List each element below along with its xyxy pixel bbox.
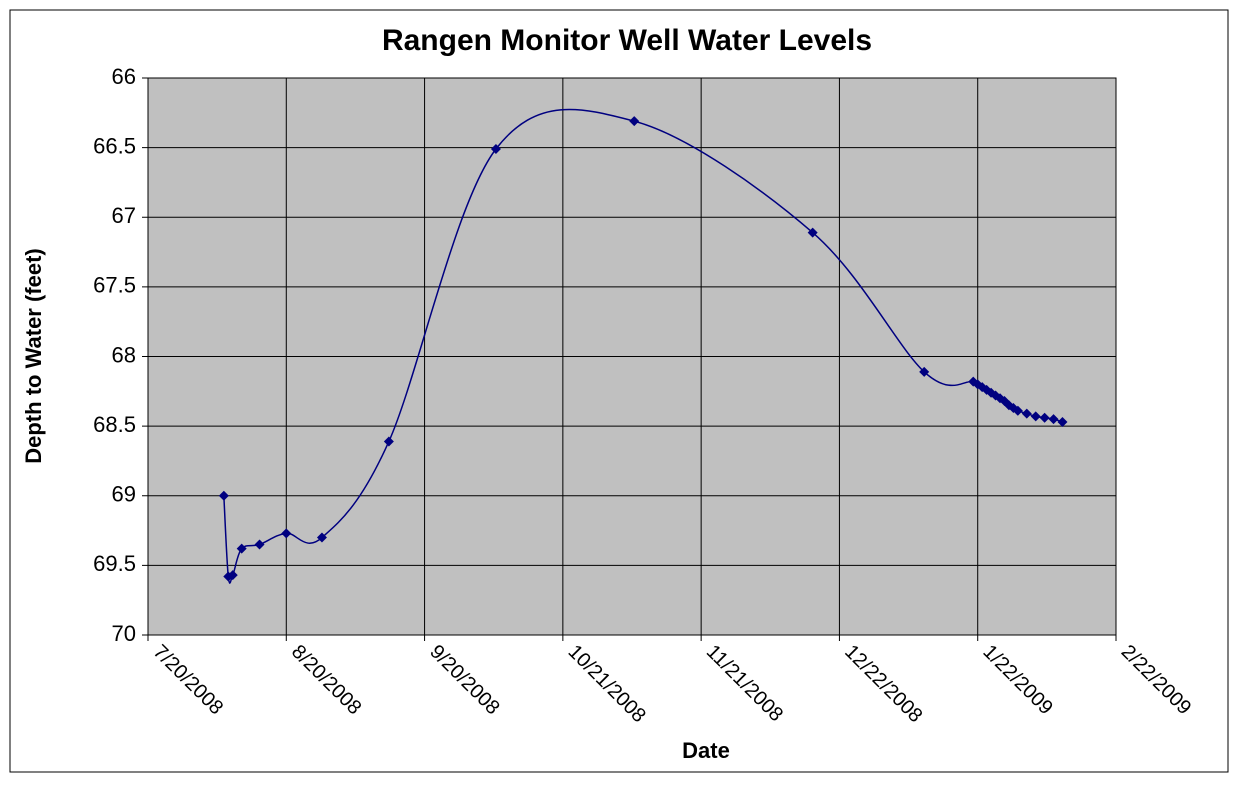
- data-point: [1057, 416, 1068, 427]
- data-point: [1039, 412, 1050, 423]
- data-point: [1012, 405, 1023, 416]
- data-point: [1048, 414, 1059, 425]
- data-point: [316, 532, 327, 543]
- data-point: [919, 366, 930, 377]
- data-point: [281, 528, 292, 539]
- data-point: [236, 543, 247, 554]
- y-tick-label: 66.5: [93, 133, 136, 158]
- chart-title: Rangen Monitor Well Water Levels: [382, 24, 872, 57]
- y-tick-label: 66: [112, 64, 136, 89]
- data-point: [383, 436, 394, 447]
- data-point: [1030, 411, 1041, 422]
- data-point: [807, 227, 818, 238]
- data-point: [254, 539, 265, 550]
- y-tick-label: 69.5: [93, 551, 136, 576]
- y-tick-label: 68.5: [93, 412, 136, 437]
- y-tick-label: 67.5: [93, 273, 136, 298]
- y-tick-label: 68: [112, 342, 136, 367]
- x-axis-label: Date: [682, 738, 730, 763]
- data-point: [490, 144, 501, 155]
- data-point: [227, 570, 238, 581]
- y-tick-label: 70: [112, 621, 136, 646]
- data-point: [629, 116, 640, 127]
- y-tick-label: 67: [112, 203, 136, 228]
- plot-frame: [147, 77, 1117, 636]
- data-point: [1021, 408, 1032, 419]
- y-axis-label: Depth to Water (feet): [21, 248, 46, 464]
- data-point: [218, 490, 229, 501]
- y-tick-label: 69: [112, 482, 136, 507]
